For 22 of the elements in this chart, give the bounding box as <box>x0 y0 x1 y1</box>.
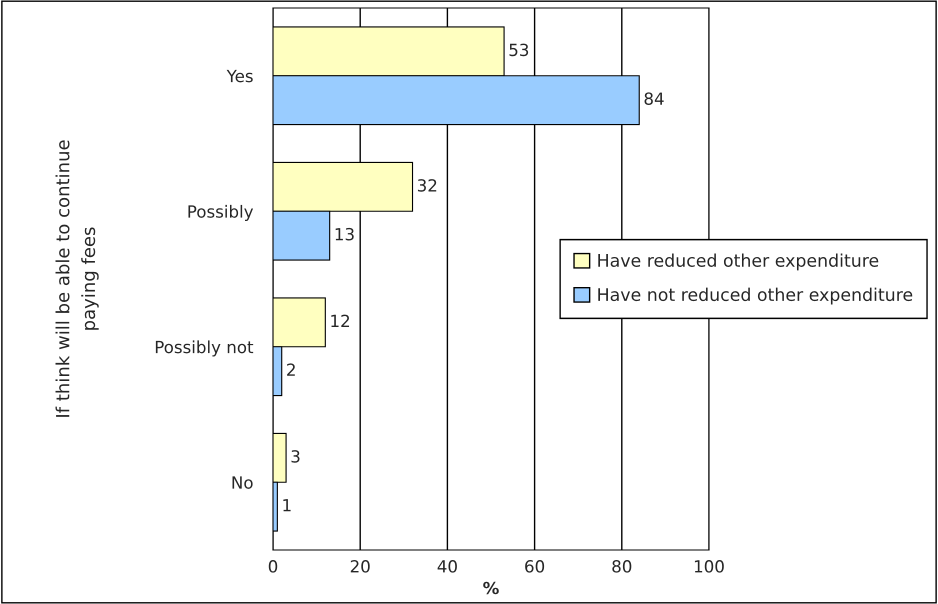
x-tick-label: 60 <box>525 560 544 573</box>
y-tick-label: Possibly not <box>156 340 254 357</box>
data-label: 1 <box>283 499 291 512</box>
legend-label: Have not reduced other expenditure <box>598 288 912 304</box>
y-tick-label: Yes <box>226 70 253 82</box>
data-label: 3 <box>292 450 300 463</box>
x-tick-label: 0 <box>268 560 278 573</box>
y-axis-title: If think will be able to continue paying fees <box>56 140 99 417</box>
data-label: 32 <box>418 179 436 192</box>
y-tick-label: No <box>232 476 253 489</box>
data-label: 13 <box>336 228 354 240</box>
x-tick-label: 20 <box>350 560 370 573</box>
x-tick-label: 80 <box>612 560 632 573</box>
data-label: 84 <box>644 92 664 105</box>
legend-label: Have reduced other expenditure <box>598 254 878 270</box>
x-axis-title: % <box>483 582 499 594</box>
x-tick-label: 100 <box>694 560 724 573</box>
data-label: 2 <box>287 363 295 376</box>
data-label: 53 <box>510 44 528 56</box>
data-label: 12 <box>331 314 350 327</box>
x-tick-label: 40 <box>438 560 457 573</box>
y-tick-label: Possibly <box>188 204 254 222</box>
